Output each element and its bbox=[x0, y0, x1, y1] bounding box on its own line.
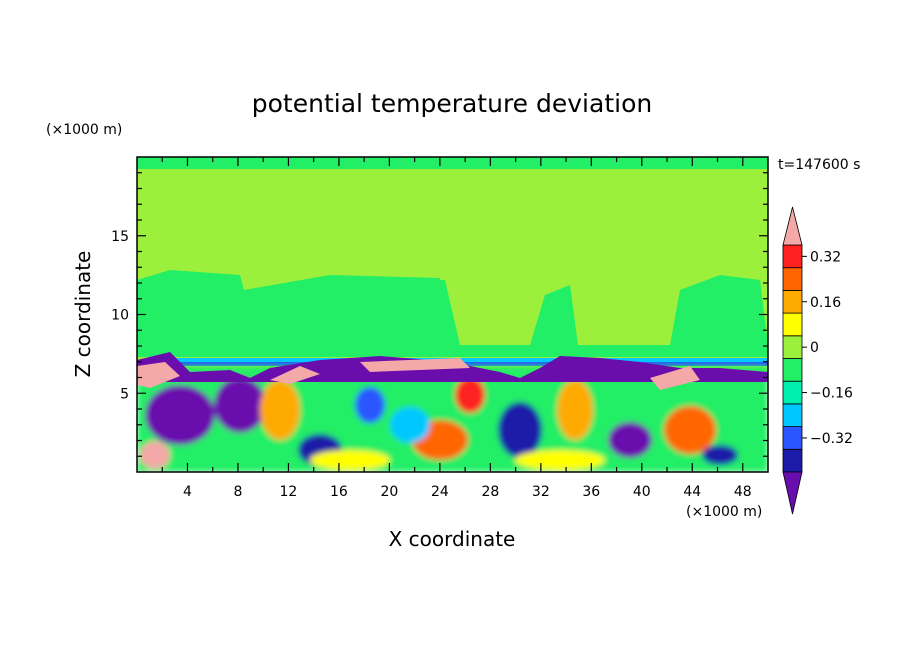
field-warm-eddy bbox=[664, 406, 716, 454]
time-label: t=147600 s bbox=[778, 157, 860, 173]
field-cold-eddy bbox=[608, 422, 652, 458]
field-streak bbox=[160, 358, 768, 363]
field-cold-eddy bbox=[390, 407, 430, 443]
field-cold-eddy bbox=[702, 445, 738, 465]
field-top-band-2 bbox=[137, 169, 768, 191]
field-teal-patch bbox=[670, 275, 768, 345]
y-tick-label: 10 bbox=[111, 308, 129, 324]
field-warm-eddy bbox=[557, 380, 593, 440]
x-tick-label: 36 bbox=[582, 484, 600, 500]
colorbar-label: −0.16 bbox=[810, 386, 853, 402]
colorbar-label: 0.16 bbox=[810, 295, 841, 311]
field-cold-eddy bbox=[498, 402, 542, 458]
colorbar-box bbox=[782, 448, 803, 473]
colorbar-box bbox=[782, 244, 803, 269]
field-cold-eddy bbox=[145, 385, 215, 445]
colorbar-under-triangle bbox=[782, 471, 803, 515]
chart-title: potential temperature deviation bbox=[252, 89, 652, 118]
field-turbulent-layer bbox=[137, 366, 768, 472]
field-warm-eddy bbox=[260, 380, 300, 440]
field-pink-patch bbox=[650, 366, 700, 390]
colorbar: 0.32 0.16 0 −0.16 −0.32 bbox=[782, 206, 853, 515]
x-unit-label: (×1000 m) bbox=[686, 504, 762, 520]
colorbar-box bbox=[782, 335, 803, 359]
field-warm-eddy bbox=[455, 377, 485, 413]
y-tick-label: 5 bbox=[120, 386, 129, 402]
colorbar-label: −0.32 bbox=[810, 431, 853, 447]
field-tropopause-layer bbox=[137, 345, 768, 357]
field-warm-eddy bbox=[515, 450, 605, 470]
colorbar-box bbox=[782, 426, 803, 450]
colorbar-box bbox=[782, 403, 803, 427]
field-pink-patch bbox=[137, 362, 180, 388]
y-axis: 5 10 15 bbox=[111, 172, 768, 457]
temperature-field bbox=[137, 157, 768, 472]
x-tick-label: 32 bbox=[532, 484, 550, 500]
x-tick-label: 12 bbox=[280, 484, 298, 500]
field-cold-eddy bbox=[355, 387, 385, 423]
field-cold-eddy bbox=[214, 377, 266, 433]
x-tick-label: 4 bbox=[183, 484, 192, 500]
x-tick-label: 40 bbox=[633, 484, 651, 500]
y-tick-label: 15 bbox=[111, 229, 129, 245]
colorbar-label: 0.32 bbox=[810, 249, 841, 265]
y-axis-label: Z coordinate bbox=[71, 251, 95, 378]
colorbar-box bbox=[782, 380, 803, 405]
y-unit-label: (×1000 m) bbox=[46, 122, 122, 138]
field-warm-eddy bbox=[140, 441, 170, 469]
x-axis-label: X coordinate bbox=[389, 527, 516, 551]
colorbar-box bbox=[782, 358, 803, 382]
field-teal-patch bbox=[530, 285, 578, 345]
colorbar-label: 0 bbox=[810, 340, 819, 356]
field-pink-patch bbox=[270, 366, 320, 384]
field-teal-patch bbox=[235, 280, 460, 345]
x-axis: 4 8 12 16 20 24 28 32 36 40 44 48 bbox=[161, 157, 752, 500]
x-tick-label: 28 bbox=[481, 484, 499, 500]
field-warm-eddy bbox=[310, 450, 390, 470]
field-top-band bbox=[137, 157, 768, 169]
x-tick-label: 24 bbox=[431, 484, 449, 500]
x-tick-label: 44 bbox=[683, 484, 701, 500]
colorbar-box bbox=[782, 267, 803, 291]
x-tick-label: 48 bbox=[734, 484, 752, 500]
colorbar-over-triangle bbox=[782, 206, 803, 246]
colorbar-box bbox=[782, 289, 803, 314]
field-pink-patch bbox=[360, 358, 470, 372]
x-tick-label: 8 bbox=[233, 484, 242, 500]
colorbar-box bbox=[782, 312, 803, 337]
x-tick-label: 16 bbox=[330, 484, 348, 500]
x-tick-label: 20 bbox=[380, 484, 398, 500]
